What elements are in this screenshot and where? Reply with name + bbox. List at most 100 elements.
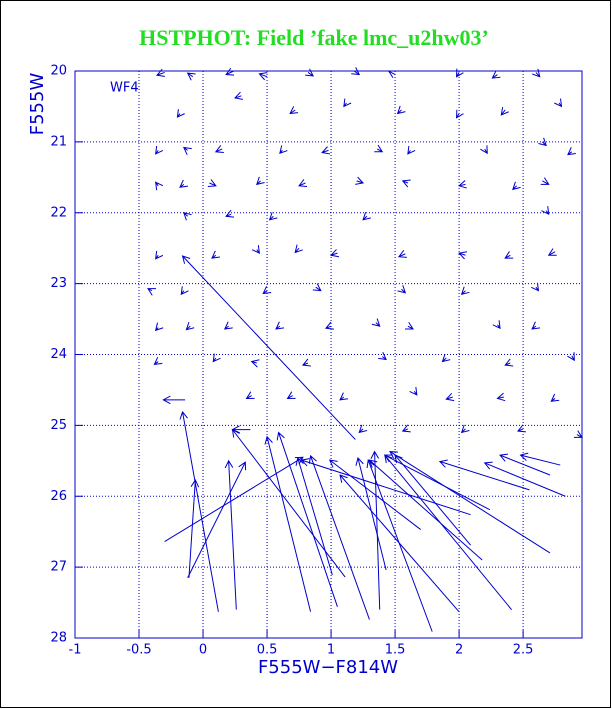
x-tick-label: 2 <box>455 643 463 658</box>
y-tick-label: 26 <box>50 489 67 504</box>
arrow <box>214 145 224 153</box>
arrow <box>231 425 251 434</box>
arrow <box>370 450 381 610</box>
arrow <box>185 321 195 331</box>
arrow <box>517 424 526 433</box>
x-axis-label: F555W−F814W <box>258 657 398 678</box>
arrow <box>264 435 312 612</box>
arrow <box>289 106 299 115</box>
arrow <box>324 321 334 330</box>
arrow <box>153 356 163 366</box>
arrow <box>154 322 164 332</box>
arrow <box>397 250 407 258</box>
y-tick-label: 28 <box>50 631 67 646</box>
arrow <box>387 70 397 79</box>
arrow <box>371 318 381 327</box>
arrow <box>176 109 185 118</box>
arrow <box>179 179 188 188</box>
arrow <box>504 251 514 259</box>
arrow <box>455 68 464 78</box>
arrow <box>567 352 575 362</box>
arrow <box>362 212 371 221</box>
arrow <box>504 358 514 367</box>
arrow <box>554 98 563 108</box>
arrow <box>389 451 551 554</box>
arrow <box>438 459 530 491</box>
arrow <box>162 395 186 405</box>
arrow <box>366 459 433 632</box>
arrow <box>573 430 583 438</box>
arrow <box>441 353 451 363</box>
arrow <box>275 321 285 330</box>
arrow <box>251 245 260 254</box>
arrow <box>295 456 333 576</box>
x-tick-label: 1 <box>327 643 335 658</box>
chart-title: HSTPHOT: Field ’fake lmc_u2hw03’ <box>139 25 489 50</box>
arrow <box>540 177 550 185</box>
arrow <box>541 206 550 216</box>
arrow <box>262 286 272 295</box>
arrow <box>368 459 483 561</box>
arrow <box>343 98 352 108</box>
arrow <box>567 147 576 156</box>
arrow <box>321 146 331 155</box>
arrow <box>374 144 384 153</box>
arrow <box>339 474 460 613</box>
arrow <box>339 392 349 401</box>
arrow <box>279 145 288 154</box>
arrow <box>258 72 268 81</box>
arrow <box>409 386 418 396</box>
arrow <box>458 180 467 189</box>
arrow <box>207 179 217 187</box>
arrow <box>298 179 308 187</box>
arrow <box>483 461 566 497</box>
arrow <box>183 212 192 221</box>
arrow <box>458 251 468 260</box>
x-tick-label: -1 <box>69 643 82 658</box>
x-tick-label: 2.5 <box>513 643 534 658</box>
arrow <box>328 459 421 530</box>
arrow <box>181 255 356 440</box>
x-tick-label: 1.5 <box>385 643 406 658</box>
arrow <box>519 452 561 466</box>
plot-frame <box>74 70 583 639</box>
arrow <box>378 351 387 361</box>
y-tick-label: 25 <box>50 418 67 433</box>
arrow <box>276 431 338 607</box>
arrow <box>212 353 221 363</box>
arrow <box>480 145 488 155</box>
arrow <box>186 72 196 81</box>
arrow <box>397 285 407 294</box>
arrow <box>155 250 164 260</box>
arrow <box>404 321 414 330</box>
arrow <box>234 91 243 100</box>
arrow <box>155 68 165 77</box>
x-tick-label: 0.5 <box>257 643 278 658</box>
arrow <box>492 320 501 330</box>
arrow <box>460 286 470 295</box>
arrow <box>225 67 235 76</box>
y-axis-label: F555W <box>27 73 48 136</box>
arrow <box>256 176 265 186</box>
arrow <box>250 359 260 368</box>
arrow <box>308 454 370 620</box>
arrow <box>294 244 303 254</box>
y-tick-label: 27 <box>50 560 67 575</box>
y-tick-label: 23 <box>50 276 67 291</box>
x-tick-label: 0 <box>199 643 207 658</box>
arrow <box>496 392 506 402</box>
y-tick-label: 24 <box>50 347 67 362</box>
y-tick-label: 22 <box>50 205 67 220</box>
arrow <box>401 179 411 188</box>
arrow <box>500 106 509 116</box>
arrow <box>358 424 368 434</box>
arrow <box>455 109 464 119</box>
arrow <box>305 68 314 77</box>
arrow <box>460 424 470 434</box>
arrow <box>550 393 560 402</box>
arrow <box>407 145 416 155</box>
annotation: WF4 <box>110 81 139 96</box>
y-tick-label: 21 <box>50 134 67 149</box>
arrow <box>268 212 278 221</box>
